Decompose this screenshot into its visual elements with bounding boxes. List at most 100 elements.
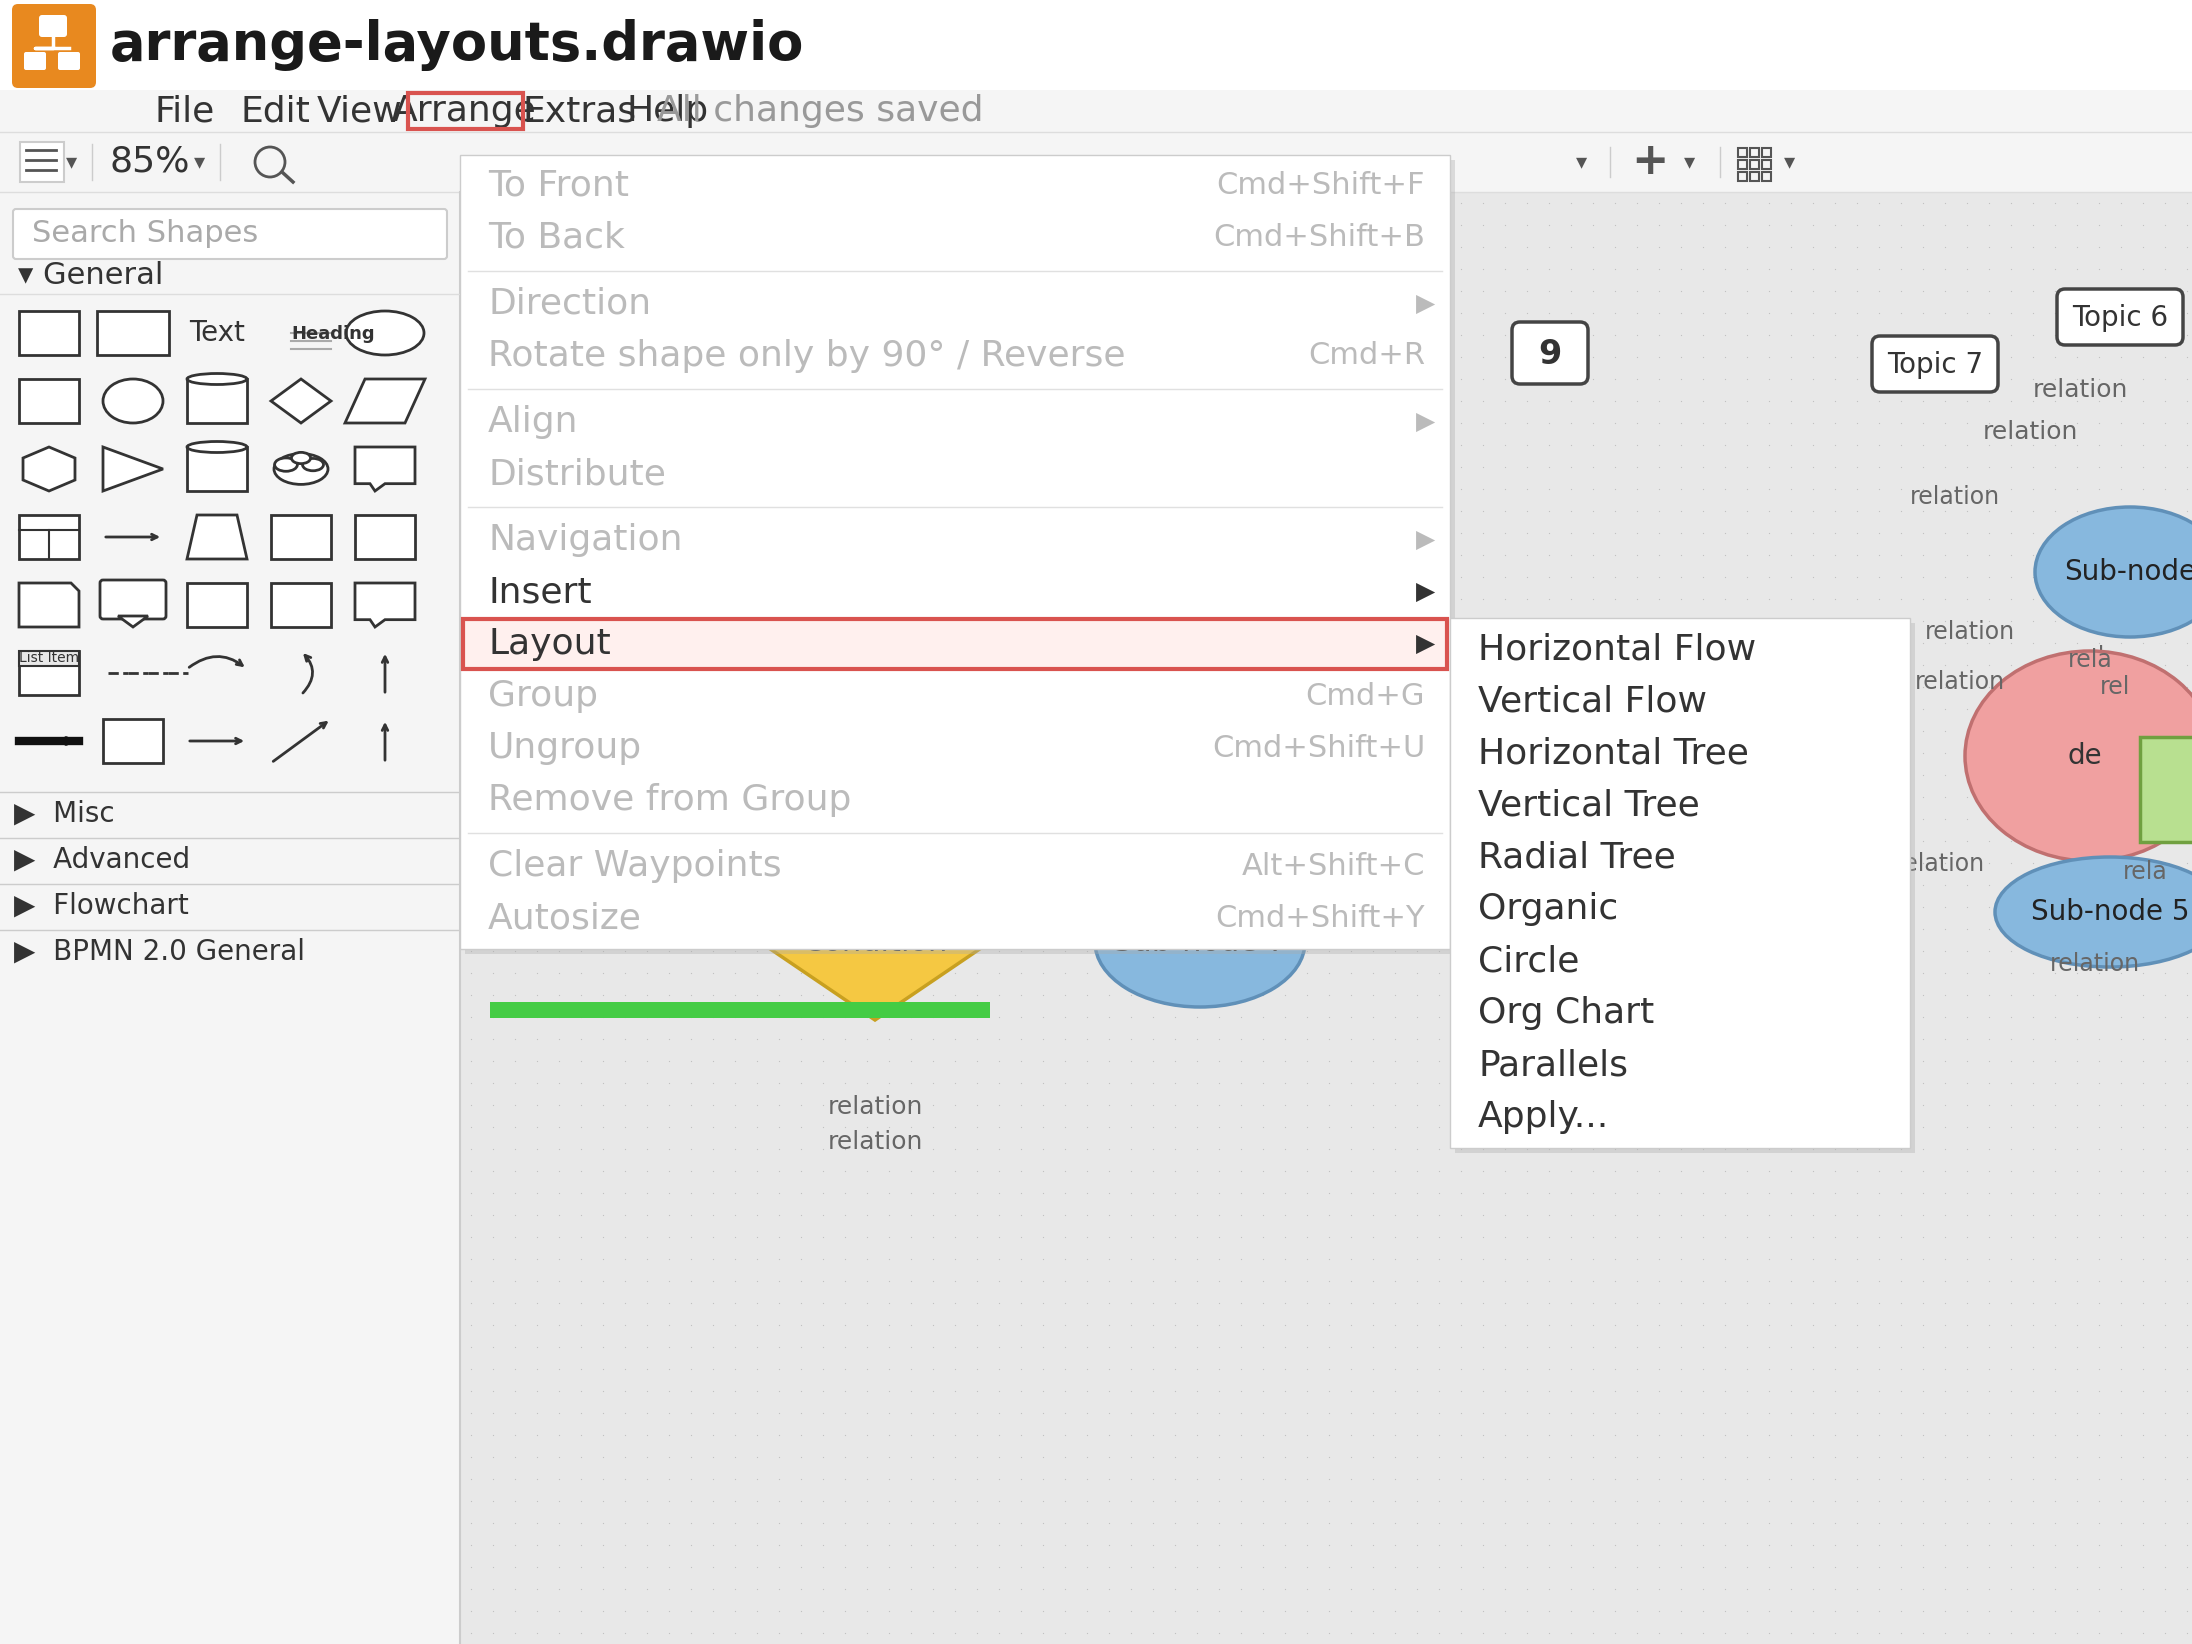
Point: [872, 212, 907, 238]
Point: [651, 1554, 686, 1580]
Point: [783, 344, 818, 370]
Point: [1751, 1488, 1786, 1514]
Point: [1333, 1136, 1368, 1162]
Point: [695, 1136, 730, 1162]
Point: [1004, 543, 1039, 569]
Point: [454, 432, 489, 459]
Point: [1223, 894, 1258, 921]
Point: [1004, 740, 1039, 766]
Point: [1048, 1223, 1083, 1249]
Point: [1070, 475, 1105, 501]
Point: [2039, 1619, 2074, 1644]
Point: [1861, 1070, 1896, 1097]
Point: [826, 829, 861, 855]
Point: [1664, 1092, 1699, 1118]
Point: [1773, 278, 1808, 304]
Point: [1993, 1554, 2028, 1580]
Point: [1179, 1554, 1214, 1580]
Point: [1092, 718, 1127, 745]
Point: [651, 543, 686, 569]
Point: [1729, 543, 1765, 569]
Point: [2104, 189, 2139, 215]
Point: [541, 1466, 576, 1493]
Text: 9: 9: [1539, 337, 1561, 370]
Point: [1377, 367, 1412, 393]
Point: [2170, 871, 2192, 898]
Point: [1927, 1554, 1962, 1580]
Point: [1598, 1157, 1633, 1184]
Point: [1927, 695, 1962, 722]
Point: [1708, 1399, 1743, 1425]
Point: [982, 1488, 1017, 1514]
Point: [1817, 1443, 1852, 1470]
Point: [1598, 981, 1633, 1008]
Point: [1092, 1246, 1127, 1272]
Point: [960, 1070, 995, 1097]
Point: [1488, 806, 1523, 832]
Point: [1289, 1356, 1324, 1383]
Point: [1114, 388, 1149, 414]
Point: [1157, 937, 1192, 963]
Point: [1445, 1378, 1480, 1404]
Point: [541, 1115, 576, 1141]
Point: [2060, 937, 2096, 963]
Point: [1620, 1070, 1655, 1097]
Point: [1927, 1246, 1962, 1272]
Point: [2014, 1378, 2050, 1404]
Point: [1795, 630, 1830, 656]
Point: [1004, 916, 1039, 942]
Point: [1201, 630, 1236, 656]
Point: [1267, 1378, 1302, 1404]
Point: [826, 585, 861, 612]
Point: [1289, 653, 1324, 679]
Point: [1532, 981, 1567, 1008]
Point: [1817, 1577, 1852, 1603]
Point: [651, 256, 686, 283]
Point: [585, 1004, 620, 1031]
Point: [1708, 871, 1743, 898]
Point: [2104, 212, 2139, 238]
Point: [826, 388, 861, 414]
Point: [1377, 1136, 1412, 1162]
Point: [2126, 981, 2161, 1008]
Point: [894, 871, 929, 898]
Point: [1466, 1509, 1502, 1535]
Point: [1927, 608, 1962, 635]
Point: [2104, 520, 2139, 546]
Point: [804, 543, 840, 569]
Point: [651, 608, 686, 635]
Point: [894, 740, 929, 766]
Point: [476, 1509, 511, 1535]
Point: [2014, 937, 2050, 963]
Point: [1839, 784, 1874, 810]
Point: [1026, 981, 1061, 1008]
Point: [1576, 1070, 1611, 1097]
Point: [1949, 1092, 1984, 1118]
Point: [717, 543, 752, 569]
Point: [783, 388, 818, 414]
FancyBboxPatch shape: [24, 53, 46, 71]
Point: [1532, 1180, 1567, 1207]
Point: [2148, 740, 2183, 766]
Point: [2082, 1047, 2117, 1074]
Point: [1004, 388, 1039, 414]
Point: [1488, 1577, 1523, 1603]
Ellipse shape: [302, 459, 324, 470]
Point: [1070, 1092, 1105, 1118]
Point: [1092, 1466, 1127, 1493]
Point: [761, 1598, 796, 1624]
Point: [1686, 960, 1721, 986]
Point: [1773, 1246, 1808, 1272]
Text: ▾: ▾: [66, 151, 77, 173]
Point: [563, 981, 598, 1008]
Point: [1333, 1422, 1368, 1448]
Point: [1642, 1070, 1677, 1097]
Point: [894, 278, 929, 304]
Point: [1377, 1157, 1412, 1184]
Point: [1026, 718, 1061, 745]
Point: [563, 1291, 598, 1317]
Point: [1333, 674, 1368, 700]
Point: [850, 299, 886, 326]
Point: [1773, 1598, 1808, 1624]
Point: [1773, 1619, 1808, 1644]
